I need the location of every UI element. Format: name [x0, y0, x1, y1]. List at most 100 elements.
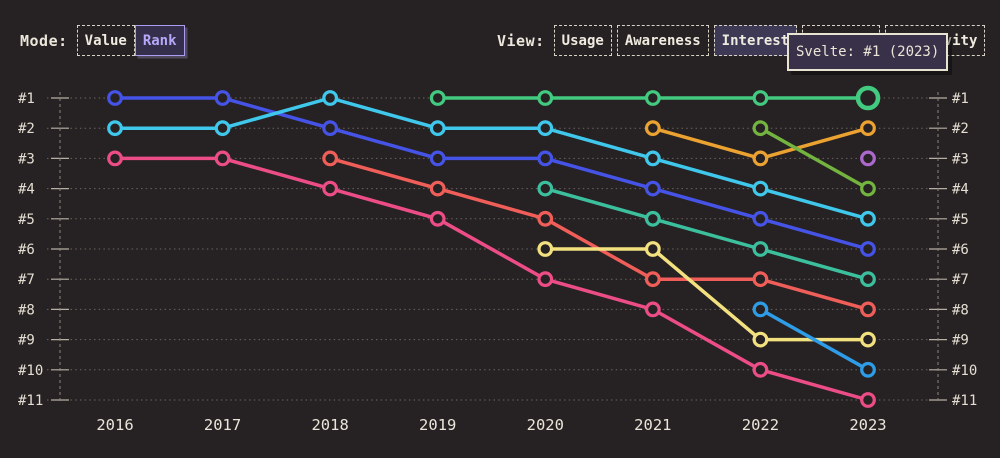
chart-tooltip: Svelte: #1 (2023) [787, 33, 949, 71]
marker-yellow-2023[interactable] [860, 331, 876, 348]
marker-pink-2021[interactable] [644, 301, 661, 318]
marker-orange-2022[interactable] [752, 150, 769, 167]
rank-label-right-#5: #5 [952, 212, 969, 228]
marker-lime-2023[interactable] [860, 180, 876, 197]
marker-cyan-2021[interactable] [644, 150, 661, 167]
rank-label-left-#5: #5 [18, 212, 35, 228]
marker-yellow-2021[interactable] [644, 241, 661, 257]
marker-blue-2022[interactable] [752, 210, 769, 227]
year-label-2021: 2021 [634, 416, 671, 434]
marker-pink-2017[interactable] [214, 150, 231, 167]
marker-lime-2022[interactable] [752, 120, 769, 137]
marker-salmon-2021[interactable] [644, 271, 661, 288]
rank-label-left-#2: #2 [18, 121, 35, 137]
marker-svelte-2020[interactable] [537, 90, 554, 106]
view-button-usage[interactable]: Usage [553, 25, 612, 56]
marker-salmon-2020[interactable] [537, 210, 554, 227]
marker-pink-2020[interactable] [537, 271, 554, 288]
rank-label-right-#2: #2 [952, 121, 969, 137]
rank-label-left-#8: #8 [18, 302, 35, 318]
marker-blue-2023[interactable] [860, 241, 876, 257]
marker-teal-2021[interactable] [644, 210, 661, 227]
marker-sky-blue-2022[interactable] [752, 301, 769, 318]
mode-button-rank[interactable]: Rank [134, 25, 185, 56]
marker-blue-2017[interactable] [214, 90, 231, 106]
view-button-awareness[interactable]: Awareness [616, 25, 709, 56]
marker-pink-2016[interactable] [107, 150, 123, 167]
series-line-blue [113, 96, 870, 251]
marker-pink-2022[interactable] [752, 361, 769, 378]
year-label-2020: 2020 [527, 416, 564, 434]
rank-label-left-#10: #10 [18, 363, 43, 379]
rank-label-left-#7: #7 [18, 272, 35, 288]
marker-cyan-2019[interactable] [429, 120, 446, 137]
year-label-2023: 2023 [849, 416, 886, 434]
marker-yellow-2022[interactable] [752, 331, 769, 348]
marker-pink-2023[interactable] [860, 392, 876, 408]
marker-cyan-2016[interactable] [107, 120, 123, 137]
marker-sky-blue-2023[interactable] [860, 361, 876, 378]
year-label-2022: 2022 [742, 416, 779, 434]
series-line-pink [113, 156, 870, 402]
marker-blue-2016[interactable] [107, 90, 123, 106]
series-line-cyan [113, 96, 870, 221]
marker-blue-2020[interactable] [537, 150, 554, 167]
rank-label-left-#11: #11 [18, 393, 43, 409]
rank-label-right-#6: #6 [952, 242, 969, 258]
series-line-salmon [328, 156, 870, 312]
marker-teal-2022[interactable] [752, 241, 769, 257]
marker-salmon-2023[interactable] [860, 301, 876, 318]
labels-layer: #1 #1 #2 #2 #3 #3 #4 #4 #5 #5 #6 #6 #7 #7 #8 #8 #9 #9 #10 #… [18, 91, 977, 434]
marker-blue-2021[interactable] [644, 180, 661, 197]
rank-label-left-#9: #9 [18, 333, 35, 349]
marker-svelte-2022[interactable] [752, 90, 769, 106]
rank-label-right-#7: #7 [952, 272, 969, 288]
marker-purple-2023[interactable] [860, 150, 876, 167]
marker-blue-2018[interactable] [322, 120, 339, 137]
mode-button-value[interactable]: Value [76, 25, 135, 56]
series-line-teal [543, 186, 870, 281]
series-line-lime [758, 126, 870, 191]
series-markers-layer [107, 90, 876, 408]
marker-svelte-2021[interactable] [644, 90, 661, 106]
rank-label-right-#4: #4 [952, 182, 969, 198]
rank-label-right-#8: #8 [952, 302, 969, 318]
view-control: View: UsageAwarenessInterestPositivity [497, 25, 986, 56]
marker-pink-2018[interactable] [322, 180, 339, 197]
series-lines-layer [113, 96, 870, 402]
marker-blue-2019[interactable] [429, 150, 446, 167]
marker-cyan-2022[interactable] [752, 180, 769, 197]
marker-yellow-2020[interactable] [537, 241, 554, 257]
axis-layer [51, 92, 947, 403]
marker-salmon-2018[interactable] [322, 150, 339, 167]
marker-cyan-2017[interactable] [214, 120, 231, 137]
mode-label: Mode: [20, 31, 68, 50]
year-label-2016: 2016 [96, 416, 133, 434]
year-label-2018: 2018 [311, 416, 348, 434]
marker-pink-2019[interactable] [429, 210, 446, 227]
view-label: View: [497, 31, 545, 50]
marker-orange-2023[interactable] [860, 120, 876, 137]
mode-control: Mode: Value Rank [20, 25, 185, 56]
marker-teal-2023[interactable] [860, 271, 876, 288]
marker-svelte-2023-highlighted[interactable] [855, 85, 881, 111]
rank-label-right-#1: #1 [952, 91, 969, 107]
rank-label-left-#3: #3 [18, 151, 35, 167]
marker-orange-2021[interactable] [644, 120, 661, 137]
marker-salmon-2022[interactable] [752, 271, 769, 288]
rank-label-right-#10: #10 [952, 363, 977, 379]
series-line-sky-blue [758, 307, 870, 372]
marker-cyan-2018[interactable] [322, 90, 339, 106]
rank-label-right-#11: #11 [952, 393, 977, 409]
rank-label-right-#3: #3 [952, 151, 969, 167]
marker-cyan-2023[interactable] [860, 210, 876, 227]
rank-label-left-#4: #4 [18, 182, 35, 198]
marker-teal-2020[interactable] [537, 180, 554, 197]
marker-svelte-2019[interactable] [429, 90, 446, 106]
view-toggle: UsageAwarenessInterestPositivity [553, 25, 986, 56]
rank-label-left-#1: #1 [18, 91, 35, 107]
marker-cyan-2020[interactable] [537, 120, 554, 137]
marker-salmon-2019[interactable] [429, 180, 446, 197]
